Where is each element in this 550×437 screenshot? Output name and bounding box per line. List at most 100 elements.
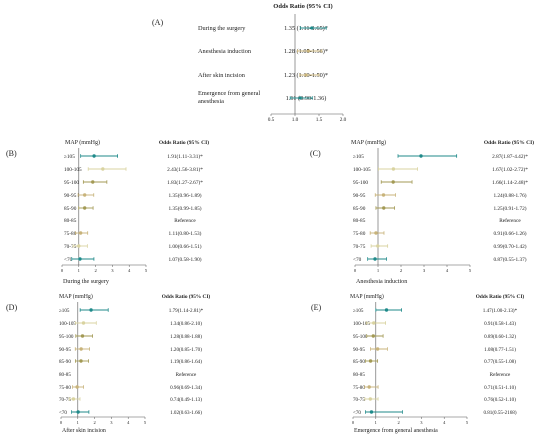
- x-tick-label: 3: [111, 268, 114, 273]
- or-value: 2.43(1.56-3.81)*: [167, 166, 203, 173]
- panel-letter: (D): [6, 303, 17, 312]
- or-value: 0.96(0.69-1.34): [170, 384, 202, 391]
- row-label: 100-105: [353, 321, 370, 327]
- or-point: [367, 385, 371, 389]
- or-value: 1.24(0.88-1.76): [493, 192, 526, 199]
- or-value: 1.67(1.02-2.72)*: [492, 166, 528, 173]
- x-tick-label: 3: [110, 420, 113, 425]
- or-value: 0.76(0.52-1.10): [484, 396, 516, 403]
- column-header: Odds Ratio (95% CI): [159, 139, 209, 146]
- y-axis-title: MAP (mmHg): [350, 293, 384, 300]
- or-value: 1.28 (1.05-1.56)*: [284, 48, 328, 55]
- x-tick-label: 1.0: [292, 117, 299, 123]
- or-point: [101, 167, 105, 171]
- or-value: 1.07(0.58-1.90): [168, 256, 201, 263]
- or-value: 1.08(0.77-1.51): [484, 346, 516, 353]
- or-point: [368, 397, 373, 401]
- or-value: 1.19(0.86-1.64): [170, 358, 202, 365]
- or-value: 1.91(1.11-3.31)*: [167, 153, 203, 160]
- row-label: <70: [59, 410, 67, 416]
- or-point: [91, 180, 95, 184]
- x-tick-label: 4: [128, 268, 131, 273]
- or-value: 1.35(0.96-1.89): [168, 192, 201, 199]
- row-label: 75-80: [59, 385, 71, 391]
- or-point: [76, 410, 80, 414]
- or-point: [310, 26, 314, 30]
- forest-panel-d: (D) Odds Ratio (95% CI) MAP (mmHg) 0 1 2 3 4 5 Af…: [6, 293, 210, 434]
- or-value: Reference: [499, 217, 521, 224]
- x-tick-label: 4: [443, 420, 446, 425]
- row-label: 80-85: [353, 372, 365, 378]
- x-tick-label: 5: [144, 420, 147, 425]
- row-label: 70-75: [353, 397, 365, 403]
- x-tick-label: 4: [446, 268, 449, 273]
- panel-letter: (C): [310, 149, 321, 158]
- or-point: [75, 385, 79, 389]
- or-point: [375, 347, 380, 351]
- or-value: 0.77(0.55-1.08): [484, 358, 516, 365]
- or-value: 0.74(0.49-1.13): [170, 396, 202, 403]
- or-value: 1.02(0.63-1.66): [170, 409, 202, 416]
- or-point: [92, 154, 96, 158]
- row-label: 100-105: [64, 167, 82, 173]
- or-point: [374, 231, 378, 235]
- or-value: 1.83(1.27-2.67)*: [167, 179, 203, 186]
- column-header: Odds Ratio (95% CI): [162, 293, 211, 300]
- x-tick-label: 0: [61, 268, 64, 273]
- row-label: ≥105: [353, 308, 364, 314]
- row-label: 85-90: [353, 206, 366, 212]
- row-label: <70: [353, 257, 362, 263]
- forest-panel-b: (B) Odds Ratio (95% CI) MAP (mmHg) 0 1 2 3 4 5 Du…: [6, 139, 209, 285]
- or-value: 0.87(0.55-1.37): [493, 256, 526, 263]
- or-point: [371, 334, 375, 338]
- x-tick-label: 3: [420, 420, 423, 425]
- x-tick-label: 4: [127, 420, 130, 425]
- x-tick-label: 5: [466, 420, 469, 425]
- or-value: 1.20(0.85-1.70): [170, 346, 202, 353]
- or-point: [89, 308, 93, 312]
- or-point: [78, 257, 82, 261]
- x-axis-label: After skin incision: [62, 427, 106, 434]
- or-point: [79, 347, 83, 351]
- x-tick-label: 5: [469, 268, 472, 273]
- or-value: 1.25(0.91-1.72): [493, 205, 526, 212]
- panel-letter: (A): [152, 18, 163, 27]
- row-label: 70-75: [353, 244, 366, 250]
- or-point: [381, 193, 386, 197]
- or-point: [71, 397, 76, 401]
- row-label: 95-100: [353, 180, 368, 186]
- or-value: Reference: [174, 217, 196, 224]
- x-tick-label: 3: [423, 268, 426, 273]
- row-label: 90-95: [64, 193, 77, 199]
- or-point: [80, 334, 85, 338]
- x-tick-label: 1: [377, 268, 380, 273]
- row-label: 95-100: [353, 334, 368, 340]
- y-axis-title: MAP (mmHg): [59, 293, 93, 300]
- row-label: <70: [353, 410, 361, 416]
- column-header: Odds Ratio (95% CI): [273, 3, 332, 10]
- or-value: Reference: [490, 371, 511, 378]
- row-label: 90-95: [353, 193, 366, 199]
- or-point: [81, 321, 86, 325]
- forest-panel-e: (E) Odds Ratio (95% CI) MAP (mmHg) 0 1 2 3 4 5 Em…: [311, 293, 524, 434]
- or-point: [372, 321, 376, 325]
- x-tick-label: 0: [354, 268, 357, 273]
- or-value: 1.11 (0.90-1.36): [286, 95, 327, 102]
- x-tick-label: 1: [77, 420, 79, 425]
- forest-panel-c: (C) Odds Ratio (95% CI) MAP (mmHg) 0 1 2 3 4 5 An…: [310, 139, 534, 285]
- row-label: 80-85: [353, 218, 366, 224]
- or-point: [82, 193, 87, 197]
- row-label: 80-85: [64, 218, 77, 224]
- x-tick-label: 2: [94, 268, 97, 273]
- or-point: [391, 180, 395, 184]
- panel-letter: (E): [311, 303, 322, 312]
- or-point: [384, 308, 389, 312]
- row-label: ≥105: [59, 308, 70, 314]
- row-label: 75-80: [353, 385, 365, 391]
- or-value: Reference: [176, 371, 197, 378]
- or-value: 1.35 (1.11-1.65)*: [284, 25, 328, 32]
- x-tick-label: 2: [397, 420, 399, 425]
- panel-letter: (B): [6, 149, 17, 158]
- row-label: <70: [64, 257, 73, 263]
